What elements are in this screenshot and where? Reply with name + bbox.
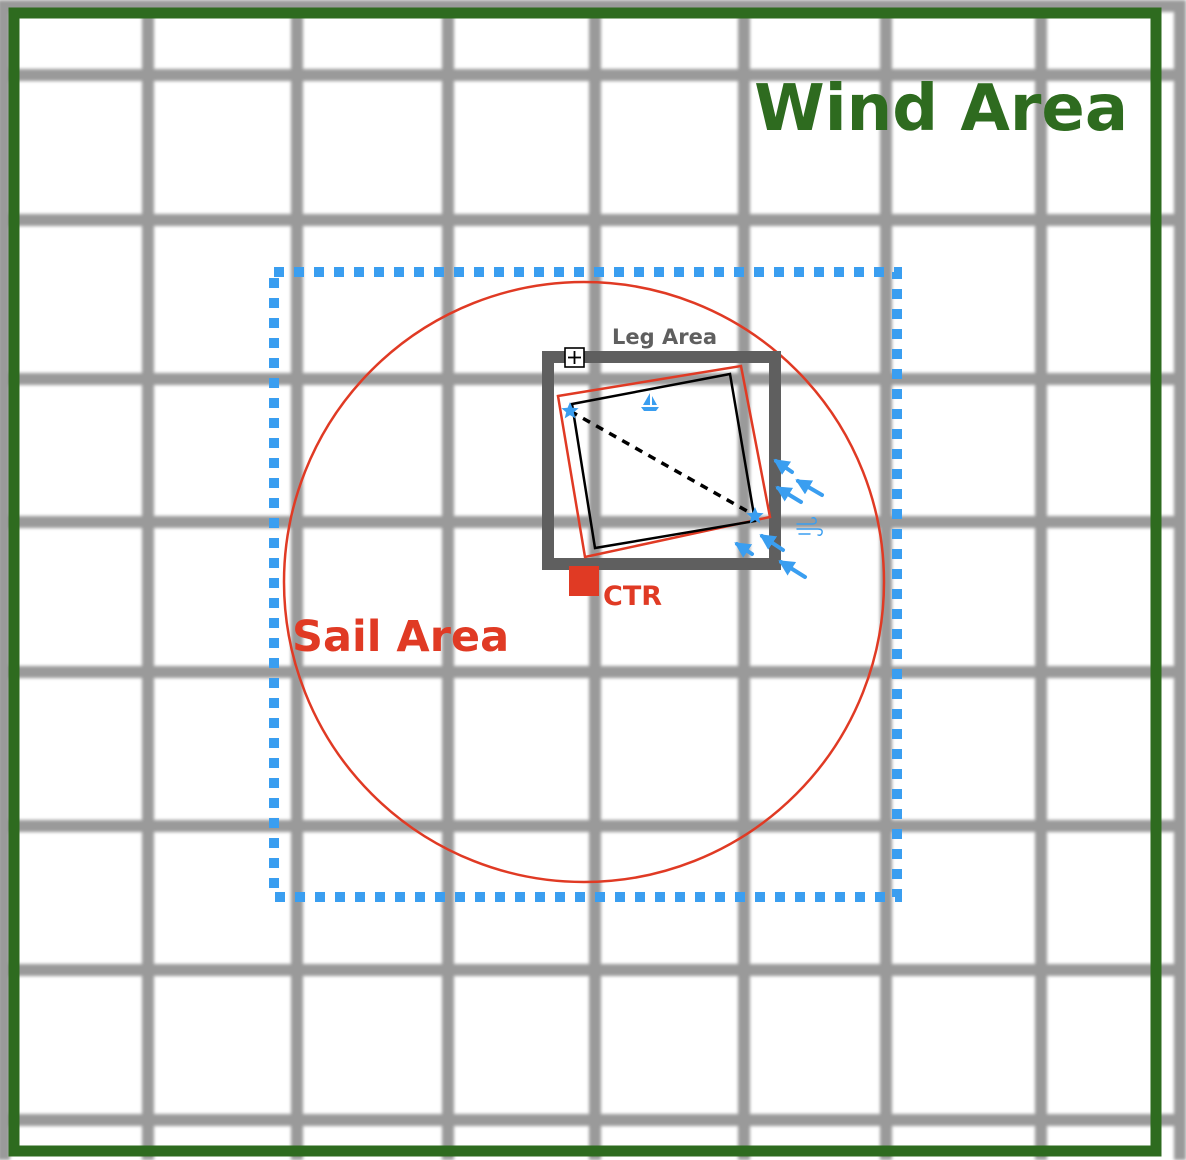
arrow-icon: [734, 542, 754, 558]
wind-icon[interactable]: [796, 517, 823, 536]
course-boundary-red: [556, 364, 772, 559]
sail-area-circle: [282, 280, 886, 884]
sail-area-label: Sail Area: [292, 612, 509, 662]
arrow-icon: [759, 534, 785, 552]
plus-box-icon[interactable]: [564, 347, 585, 368]
mark-star-icon[interactable]: [746, 507, 764, 524]
wind-arrows: [734, 459, 824, 579]
wind-area-border: [8, 7, 1162, 1157]
arrow-icon: [773, 459, 794, 475]
center-label: CTR: [603, 581, 662, 612]
course-polygon: [570, 372, 757, 550]
mark-star-icon[interactable]: [561, 402, 579, 419]
arrow-icon: [795, 479, 824, 497]
sailboat-icon[interactable]: [641, 393, 659, 411]
wind-area-label: Wind Area: [754, 72, 1128, 146]
sail-area-dotted-bound: [269, 267, 902, 902]
leg-dashed-line: [569, 409, 755, 517]
leg-area-label: Leg Area: [612, 325, 717, 349]
center-marker[interactable]: [569, 566, 599, 596]
arrow-icon: [775, 486, 803, 504]
arrow-icon: [778, 560, 807, 579]
